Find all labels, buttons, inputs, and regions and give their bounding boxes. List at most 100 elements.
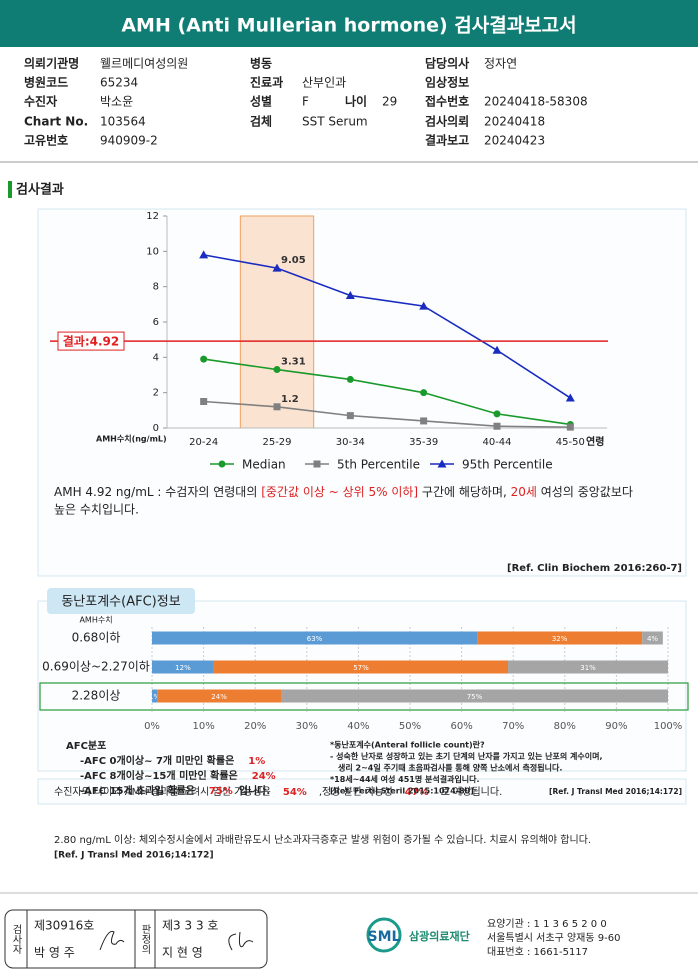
bar-segment — [642, 631, 663, 645]
signature — [99, 930, 125, 951]
text: -AFC 15개 초과일 확률은 — [80, 784, 195, 797]
info-label: 고유번호 — [24, 133, 68, 148]
text: [중간값 이상 ~ 상위 5% 이하] — [261, 485, 418, 499]
afc-note: *18세~44세 여성 451명 분석결과입니다. — [330, 774, 480, 784]
x-tick-label: 60% — [450, 721, 472, 732]
text: 54% — [283, 787, 307, 798]
bar-label: 31% — [580, 664, 596, 672]
header-bar — [0, 0, 698, 47]
reference: [Ref. Clin Biochem 2016:260-7] — [507, 563, 682, 574]
info-value: 940909-2 — [100, 134, 158, 148]
bar-label: 12% — [175, 664, 191, 672]
chart-panel — [37, 208, 687, 577]
marker — [492, 345, 502, 354]
interpretation: 높은 수치입니다. — [54, 503, 139, 517]
afc-note: - 성숙한 난자로 성장하고 있는 초기 단계의 난자를 가지고 있는 난포의 … — [330, 751, 603, 761]
y-tick-label: 6 — [153, 317, 159, 328]
bar-label: 57% — [353, 664, 369, 672]
reference: [Ref. J Transl Med 2016;14:172] — [549, 787, 682, 796]
section-title: 검사결과 — [16, 182, 64, 198]
category-label: 2.28이상 — [72, 689, 121, 703]
bar-label: 63% — [307, 635, 323, 643]
category-label: 0.69이상~2.27이하 — [42, 660, 150, 674]
stamp-box — [4, 909, 268, 969]
afc-note: [Ref. Fertil Steril 2015:1074-80] — [330, 787, 474, 796]
data-label: 9.05 — [281, 255, 306, 266]
line-series — [203, 358, 571, 426]
bar-label: 1% — [149, 693, 160, 701]
info-value: 20240423 — [484, 134, 545, 148]
afc-dist-line: -AFC 0개이상~ 7개 미만인 확률은 1% — [80, 754, 265, 767]
text: 47% — [405, 787, 429, 798]
signature — [228, 931, 254, 951]
x-tick-label: 100% — [654, 721, 683, 732]
marker — [493, 422, 501, 430]
text: 여성의 중앙값보다 — [537, 485, 633, 499]
info-value: F — [302, 95, 309, 109]
marker — [200, 398, 208, 405]
bar-segment — [152, 689, 158, 703]
result-label: 결과:4.92 — [63, 334, 120, 349]
info-value: 웰르메디여성의원 — [100, 57, 188, 71]
org-name: 삼광의료재단 — [409, 929, 470, 943]
y-tick-label: 0 — [153, 423, 159, 434]
x-axis-label: 연령 — [586, 435, 604, 448]
highlight-band — [239, 215, 315, 429]
marker — [420, 417, 428, 425]
afc-note: *동난포계수(Anteral follicle count)란? — [330, 740, 485, 750]
bar-segment — [213, 660, 509, 674]
warning: 2.80 ng/mL 이상: 체외수정시술에서 과배란유도시 난소과자극증후군 … — [54, 833, 591, 846]
legend-label: Median — [242, 458, 286, 472]
bar-segment — [152, 660, 214, 674]
x-tick-label: 90% — [605, 721, 627, 732]
marker — [493, 410, 501, 418]
info-label: 나이 — [345, 94, 367, 109]
text: 구간에 해당하며, — [418, 485, 511, 499]
x-tick-label: 30% — [296, 721, 318, 732]
info-value: 65234 — [100, 76, 138, 90]
marker — [346, 412, 354, 420]
info-label: 검체 — [250, 114, 272, 129]
judge-label: 판정의 — [139, 924, 151, 955]
logo-mark — [366, 917, 402, 953]
info-label: 성별 — [250, 94, 272, 109]
x-tick-label: 10% — [192, 721, 214, 732]
data-label: 3.31 — [281, 357, 306, 368]
info-label: 진료과 — [250, 75, 283, 90]
category-label: 0.68이하 — [72, 631, 121, 645]
x-tick-label: 0% — [144, 721, 160, 732]
info-value: 20240418 — [484, 115, 545, 129]
logo: SML — [368, 929, 401, 945]
title: AMH (Anti Mullerian hormone) 검사결과보고서 — [121, 15, 576, 37]
bar-label: 24% — [211, 693, 227, 701]
legend-label: 5th Percentile — [337, 458, 420, 472]
text: 입니다. — [239, 784, 270, 797]
marker — [199, 250, 209, 259]
org-info: 서울특별시 서초구 양재동 9-60 — [487, 932, 620, 944]
org-info: 요양기관 : 1 1 3 6 5 2 0 0 — [487, 918, 607, 930]
line-series — [203, 254, 571, 399]
marker — [218, 460, 226, 468]
y-axis-label: AMH수치(ng/mL) — [96, 434, 167, 444]
tester-name: 박 영 주 — [34, 946, 75, 960]
x-tick-label: 25-29 — [262, 437, 291, 448]
info-value: 20240418-58308 — [484, 95, 588, 109]
text: 20세 — [511, 485, 537, 499]
legend-label: 95th Percentile — [462, 458, 553, 472]
result-box — [57, 331, 125, 351]
text: ,정상 분만 가능성 — [319, 786, 393, 798]
bar-label: 32% — [552, 635, 568, 643]
afc-dist-line: -AFC 8개이상~15개 미만인 확률은 24% — [80, 769, 276, 782]
org-info: 대표번호 : 1661-5117 — [487, 946, 588, 958]
bar-segment — [508, 660, 668, 674]
afc-panel — [37, 600, 687, 772]
info-label: 병동 — [250, 56, 272, 71]
probability-box — [37, 778, 687, 805]
probability: 24% — [252, 771, 276, 782]
bar-label: 4% — [647, 635, 658, 643]
marker — [272, 263, 282, 272]
y-tick-label: 4 — [153, 352, 159, 363]
marker — [346, 375, 354, 383]
info-value: 정자연 — [484, 57, 517, 71]
